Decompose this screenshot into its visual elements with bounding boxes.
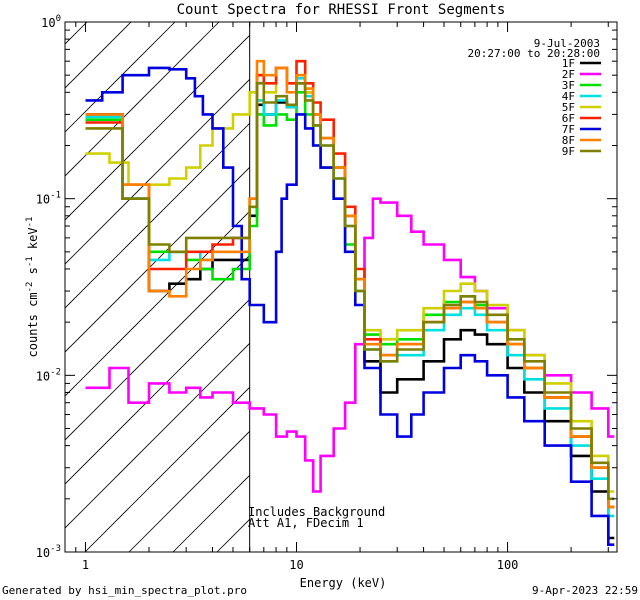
note-line-1: Includes Background (248, 505, 385, 519)
series-line-2f (85, 197, 615, 493)
chart-title: Count Spectra for RHESSI Front Segments (177, 2, 506, 18)
hatched-region (0, 22, 640, 552)
legend-label-4f: 4F (562, 90, 575, 103)
series-lines (85, 59, 615, 546)
series-line-3f (85, 91, 615, 509)
legend-label-8f: 8F (562, 134, 575, 147)
legend-label-2f: 2F (562, 68, 575, 81)
hatch-line (65, 78, 250, 265)
hatch-line (393, 22, 640, 552)
hatch-line (84, 386, 250, 552)
hatch-line (65, 122, 250, 309)
hatch-line (569, 22, 640, 552)
y-tick-label: 10-3 (36, 544, 61, 560)
x-tick-label: 10 (289, 558, 303, 572)
series-line-6f (85, 59, 615, 509)
hatch-line (0, 22, 43, 552)
footer-timestamp: 9-Apr-2023 22:59 (532, 584, 638, 597)
hatch-line (481, 22, 640, 552)
y-tick-label: 10-1 (36, 191, 61, 207)
footer-generated: Generated by hsi_min_spectra_plot.pro (2, 584, 247, 597)
series-line-4f (85, 77, 615, 518)
series-line-8f (85, 59, 615, 509)
hatch-line (128, 430, 250, 552)
hatch-line (525, 22, 640, 552)
hatch-line (349, 22, 640, 552)
hatch-line (65, 210, 250, 397)
series-line-1f (85, 82, 615, 540)
hatch-line (65, 166, 250, 353)
legend-label-5f: 5F (562, 101, 575, 114)
hatch-line (65, 298, 250, 485)
legend-label-6f: 6F (562, 112, 575, 125)
legend-label-3f: 3F (562, 79, 575, 92)
axes: 1 10 100 10-3 10-2 10-1 100 (36, 14, 617, 572)
legend-label-7f: 7F (562, 123, 575, 136)
x-axis-label: Energy (keV) (300, 576, 387, 590)
note-line-2: Att A1, FDecim 1 (248, 516, 364, 530)
series-line-7f (85, 66, 615, 546)
hatch-line (65, 254, 250, 441)
hatch-line (65, 22, 88, 45)
legend-label-9f: 9F (562, 145, 575, 158)
plot-frame (64, 21, 618, 553)
legend-label-1f: 1F (562, 57, 575, 70)
time-label: 20:27:00 to 20:28:00 (468, 47, 600, 60)
hatch-line (65, 34, 250, 221)
hatch-line (65, 342, 250, 529)
x-tick-label: 1 (82, 558, 89, 572)
y-tick-label: 100 (41, 14, 61, 30)
hatch-line (65, 22, 176, 133)
series-line-9f (85, 82, 615, 501)
y-axis-label: counts cm-2 s-1 keV-1 (25, 217, 40, 358)
hatch-line (65, 22, 220, 177)
x-tick-label: 100 (497, 558, 519, 572)
y-tick-label: 10-2 (36, 367, 61, 383)
date-label: 9-Jul-2003 (534, 37, 600, 50)
